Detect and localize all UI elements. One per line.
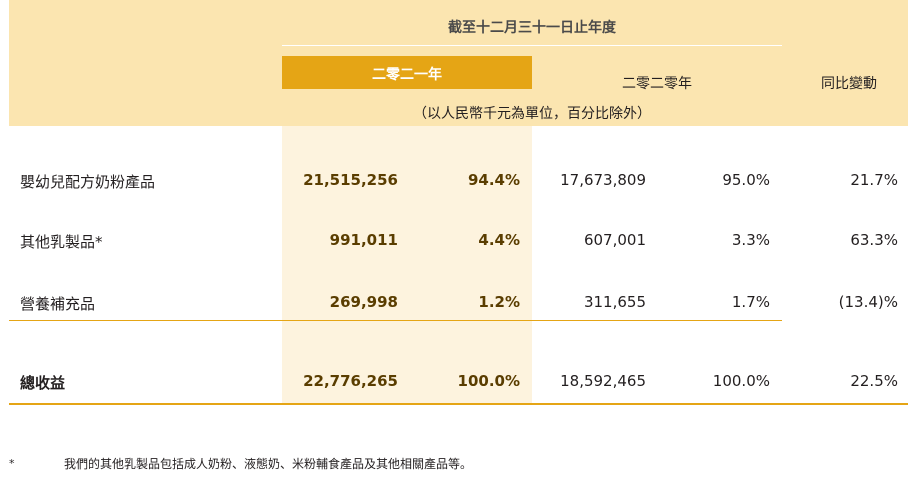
total-percent-2020: 100.0% <box>712 372 770 390</box>
percent-2021: 1.2% <box>478 293 520 311</box>
header-divider <box>282 45 782 46</box>
value-2021: 269,998 <box>329 293 398 311</box>
year-2020-label: 二零二零年 <box>622 76 692 92</box>
year-2021-label: 二零二一年 <box>372 67 442 83</box>
yoy-change-label: 同比變動 <box>821 76 877 92</box>
footnote-mark: * <box>9 457 15 470</box>
unit-note: （以人民幣千元為單位，百分比除外） <box>413 106 651 122</box>
yoy-change: 63.3% <box>850 231 898 249</box>
total-rule <box>9 403 908 405</box>
value-2020: 311,655 <box>583 293 646 311</box>
row-label: 其他乳製品* <box>20 233 103 251</box>
yoy-change: (13.4)% <box>838 293 898 311</box>
total-value-2020: 18,592,465 <box>560 372 646 390</box>
percent-2020: 1.7% <box>731 293 770 311</box>
value-2020: 17,673,809 <box>560 171 646 189</box>
value-2021: 21,515,256 <box>303 171 398 189</box>
percent-2020: 3.3% <box>731 231 770 249</box>
value-2020: 607,001 <box>583 231 646 249</box>
percent-2020: 95.0% <box>722 171 770 189</box>
footnote-text: 我們的其他乳製品包括成人奶粉、液態奶、米粉輔食產品及其他相關產品等。 <box>64 457 473 471</box>
value-2021: 991,011 <box>329 231 398 249</box>
total-yoy-change: 22.5% <box>850 372 898 390</box>
column-2021-highlight <box>282 126 532 404</box>
percent-2021: 4.4% <box>478 231 520 249</box>
percent-2021: 94.4% <box>467 171 520 189</box>
total-percent-2021: 100.0% <box>457 372 520 390</box>
row-label: 嬰幼兒配方奶粉產品 <box>20 173 156 191</box>
total-value-2021: 22,776,265 <box>303 372 398 390</box>
yoy-change: 21.7% <box>850 171 898 189</box>
total-label: 總收益 <box>20 374 66 392</box>
period-heading: 截至十二月三十一日止年度 <box>448 20 616 36</box>
row-label: 營養補充品 <box>20 295 96 313</box>
year-2021-tab <box>282 56 532 89</box>
subtotal-rule <box>9 320 782 321</box>
